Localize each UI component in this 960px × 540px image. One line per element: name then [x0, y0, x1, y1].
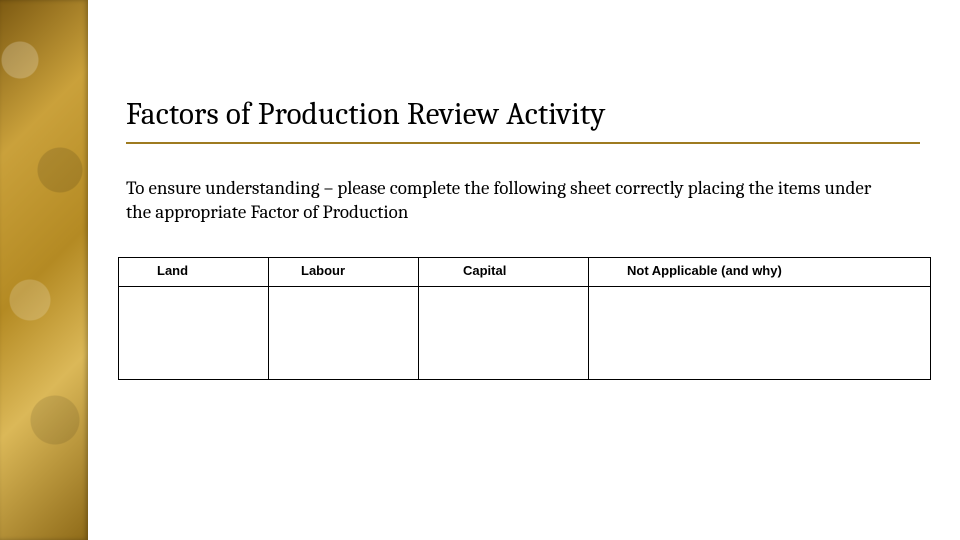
title-underline	[126, 142, 920, 144]
page-title: Factors of Production Review Activity	[126, 96, 920, 140]
col-header-not-applicable: Not Applicable (and why)	[589, 257, 931, 286]
title-block: Factors of Production Review Activity	[126, 96, 920, 144]
factors-table: Land Labour Capital Not Applicable (and …	[118, 257, 931, 380]
cell-labour	[269, 286, 419, 379]
content-area: Factors of Production Review Activity To…	[88, 0, 960, 540]
cell-land	[119, 286, 269, 379]
col-header-capital: Capital	[419, 257, 589, 286]
col-header-land: Land	[119, 257, 269, 286]
col-header-labour: Labour	[269, 257, 419, 286]
cell-capital	[419, 286, 589, 379]
instruction-text: To ensure understanding – please complet…	[126, 176, 886, 225]
decorative-sidebar	[0, 0, 88, 540]
table-row	[119, 286, 931, 379]
table-wrap: Land Labour Capital Not Applicable (and …	[118, 257, 940, 380]
slide: Factors of Production Review Activity To…	[0, 0, 960, 540]
cell-na	[589, 286, 931, 379]
table-header-row: Land Labour Capital Not Applicable (and …	[119, 257, 931, 286]
